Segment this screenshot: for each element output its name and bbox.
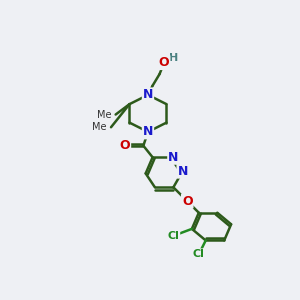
Text: N: N [143,125,153,138]
Text: Me: Me [92,122,107,132]
Text: Cl: Cl [167,231,179,241]
Text: O: O [159,56,170,69]
Text: O: O [182,195,193,208]
Text: O: O [120,139,130,152]
Text: Cl: Cl [193,249,205,259]
Text: H: H [169,53,178,63]
Text: N: N [177,165,188,178]
Text: N: N [168,151,178,164]
Text: N: N [143,88,153,101]
Text: Me: Me [97,110,112,119]
